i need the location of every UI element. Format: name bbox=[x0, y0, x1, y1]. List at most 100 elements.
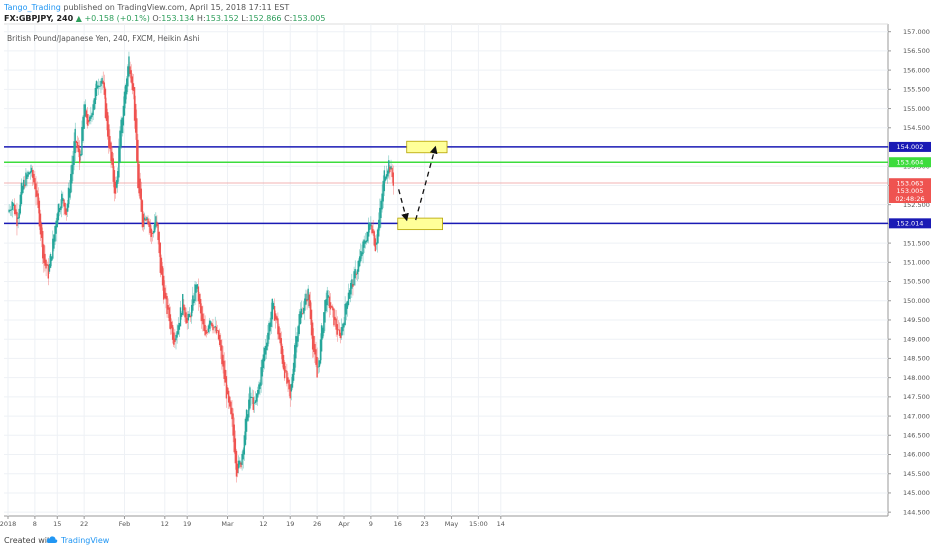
candle-body[interactable] bbox=[145, 219, 147, 221]
candle-body[interactable] bbox=[325, 299, 327, 312]
candle-body[interactable] bbox=[121, 117, 123, 134]
candle-body[interactable] bbox=[378, 219, 380, 237]
candle-body[interactable] bbox=[180, 312, 183, 317]
candle-body[interactable] bbox=[222, 354, 224, 367]
candle-body[interactable] bbox=[260, 367, 262, 386]
candle-body[interactable] bbox=[195, 284, 197, 293]
candle-body[interactable] bbox=[273, 306, 276, 321]
candle-body[interactable] bbox=[27, 171, 29, 177]
candle-body[interactable] bbox=[42, 230, 44, 259]
candle-body[interactable] bbox=[148, 221, 150, 227]
candle-body[interactable] bbox=[366, 231, 369, 242]
candle-body[interactable] bbox=[67, 187, 70, 208]
candle-body[interactable] bbox=[270, 311, 272, 327]
candle-body[interactable] bbox=[248, 399, 250, 418]
candle-body[interactable] bbox=[348, 290, 351, 299]
candle-body[interactable] bbox=[137, 139, 139, 188]
candle-body[interactable] bbox=[268, 323, 270, 340]
candle-body[interactable] bbox=[126, 78, 128, 95]
candle-body[interactable] bbox=[374, 238, 377, 252]
candle-body[interactable] bbox=[225, 376, 228, 399]
candle-body[interactable] bbox=[112, 158, 114, 182]
candle-body[interactable] bbox=[89, 116, 91, 122]
candle-body[interactable] bbox=[203, 318, 205, 331]
candle-body[interactable] bbox=[182, 294, 184, 315]
candle-body[interactable] bbox=[319, 339, 322, 364]
candle-body[interactable] bbox=[109, 136, 111, 149]
candle-body[interactable] bbox=[110, 142, 112, 162]
candle-body[interactable] bbox=[320, 325, 323, 352]
candle-body[interactable] bbox=[313, 336, 315, 352]
candle-body[interactable] bbox=[281, 346, 284, 364]
candle-body[interactable] bbox=[75, 140, 78, 143]
candle-body[interactable] bbox=[356, 269, 359, 275]
candle-body[interactable] bbox=[242, 449, 244, 460]
candle-body[interactable] bbox=[358, 256, 361, 267]
candle-body[interactable] bbox=[249, 387, 251, 409]
candle-body[interactable] bbox=[350, 282, 352, 295]
candle-body[interactable] bbox=[372, 229, 374, 234]
candle-body[interactable] bbox=[197, 286, 200, 302]
candle-body[interactable] bbox=[245, 409, 248, 432]
candle-body[interactable] bbox=[115, 180, 118, 188]
candle-body[interactable] bbox=[155, 216, 157, 228]
candle-body[interactable] bbox=[232, 413, 234, 436]
candle-body[interactable] bbox=[342, 323, 344, 332]
candle-body[interactable] bbox=[264, 345, 267, 355]
candle-body[interactable] bbox=[254, 400, 257, 404]
candle-body[interactable] bbox=[353, 271, 355, 286]
candle-body[interactable] bbox=[128, 56, 130, 77]
candle-body[interactable] bbox=[130, 70, 132, 83]
candle-body[interactable] bbox=[179, 307, 182, 327]
candle-body[interactable] bbox=[235, 450, 238, 477]
candle-body[interactable] bbox=[287, 377, 289, 383]
candle-body[interactable] bbox=[141, 200, 144, 228]
candle-body[interactable] bbox=[165, 292, 167, 300]
candle-body[interactable] bbox=[71, 164, 73, 184]
candle-body[interactable] bbox=[76, 141, 79, 149]
candle-body[interactable] bbox=[174, 338, 176, 343]
candle-body[interactable] bbox=[253, 402, 256, 404]
candle-body[interactable] bbox=[224, 369, 226, 383]
candle-body[interactable] bbox=[363, 239, 365, 248]
candle-body[interactable] bbox=[336, 324, 338, 335]
candle-body[interactable] bbox=[16, 211, 18, 227]
candle-body[interactable] bbox=[296, 336, 298, 348]
candle-body[interactable] bbox=[389, 166, 391, 173]
candle-body[interactable] bbox=[371, 225, 373, 234]
candle-body[interactable] bbox=[9, 210, 11, 211]
candle-body[interactable] bbox=[56, 213, 58, 228]
candle-body[interactable] bbox=[344, 303, 346, 326]
candle-body[interactable] bbox=[329, 302, 332, 310]
candle-body[interactable] bbox=[58, 207, 61, 213]
candle-body[interactable] bbox=[392, 172, 394, 186]
candle-body[interactable] bbox=[367, 223, 370, 237]
candle-body[interactable] bbox=[212, 324, 214, 331]
candle-body[interactable] bbox=[205, 330, 207, 334]
author-link[interactable]: Tango_Trading bbox=[4, 3, 61, 12]
candle-body[interactable] bbox=[369, 222, 371, 230]
candle-body[interactable] bbox=[30, 167, 33, 173]
candle-body[interactable] bbox=[160, 257, 163, 275]
candle-body[interactable] bbox=[383, 170, 386, 192]
candle-body[interactable] bbox=[46, 264, 48, 266]
candle-body[interactable] bbox=[278, 326, 280, 340]
candle-body[interactable] bbox=[66, 203, 69, 212]
candle-body[interactable] bbox=[390, 166, 392, 170]
candle-body[interactable] bbox=[298, 314, 300, 334]
candle-body[interactable] bbox=[202, 313, 204, 325]
candle-body[interactable] bbox=[271, 298, 274, 320]
candle-body[interactable] bbox=[190, 304, 193, 317]
candle-body[interactable] bbox=[327, 295, 330, 298]
candle-body[interactable] bbox=[22, 179, 25, 190]
candle-body[interactable] bbox=[250, 396, 252, 398]
candle-body[interactable] bbox=[146, 217, 148, 220]
candle-body[interactable] bbox=[288, 379, 290, 390]
candle-body[interactable] bbox=[376, 229, 379, 244]
candle-body[interactable] bbox=[188, 313, 191, 318]
candle-body[interactable] bbox=[266, 342, 268, 351]
candle-body[interactable] bbox=[192, 295, 194, 311]
candle-body[interactable] bbox=[52, 238, 54, 259]
candle-body[interactable] bbox=[176, 331, 178, 338]
candle-body[interactable] bbox=[36, 190, 38, 197]
